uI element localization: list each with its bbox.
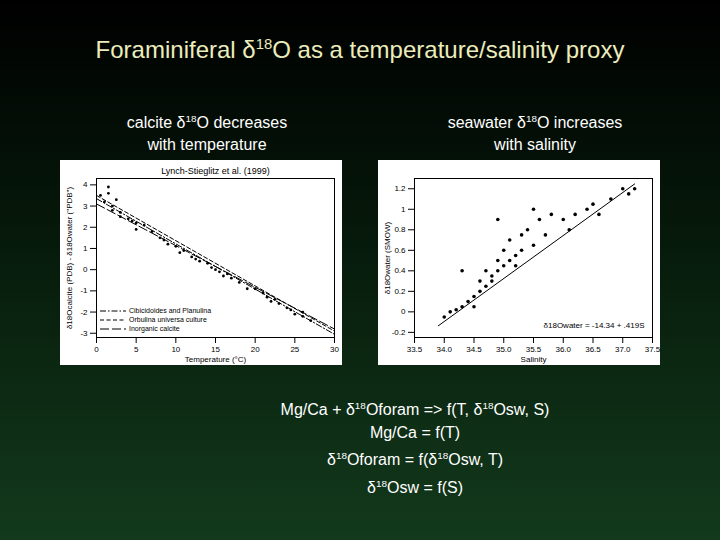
svg-text:2: 2 <box>83 223 88 232</box>
svg-text:35.0: 35.0 <box>496 345 512 354</box>
html-text:δ18Osw = f(S): δ18Osw = f(S) <box>367 477 463 496</box>
svg-text:0.8: 0.8 <box>394 225 406 234</box>
svg-text:0.4: 0.4 <box>394 266 406 275</box>
html-text:Foraminiferal δ18O as a temper: Foraminiferal δ18O as a temperature/sali… <box>95 36 625 63</box>
svg-text:0.2: 0.2 <box>394 287 406 296</box>
html-text:with temperature: with temperature <box>147 136 267 154</box>
svg-text:Temperature (°C): Temperature (°C) <box>185 355 247 364</box>
html-text:Orbulina universa culture: Orbulina universa culture <box>129 316 207 323</box>
svg-text:5: 5 <box>134 345 139 354</box>
svg-text:δ18Ocalcite (PDB) - δ18Owater: δ18Ocalcite (PDB) - δ18Owater ("PDB") <box>65 187 74 330</box>
html-text:Mg/Ca + δ18Oforam => f(T, δ18O: Mg/Ca + δ18Oforam => f(T, δ18Osw, S) <box>280 400 550 419</box>
svg-text:1: 1 <box>83 244 88 253</box>
html-text:Inorganic calcite: Inorganic calcite <box>129 325 180 332</box>
svg-text:10: 10 <box>171 345 180 354</box>
svg-text:-0.2: -0.2 <box>392 328 406 337</box>
svg-text:36.5: 36.5 <box>585 345 601 354</box>
svg-text:Salinity: Salinity <box>521 355 547 364</box>
html-text:calcite δ18O decreases: calcite δ18O decreases <box>126 113 288 132</box>
svg-text:25: 25 <box>290 345 299 354</box>
svg-text:30: 30 <box>330 345 339 354</box>
svg-text:-3: -3 <box>80 329 88 338</box>
svg-text:15: 15 <box>211 345 220 354</box>
svg-text:20: 20 <box>251 345 260 354</box>
svg-text:1.2: 1.2 <box>394 184 406 193</box>
svg-text:0: 0 <box>401 307 406 316</box>
html-text:with salinity: with salinity <box>494 136 576 154</box>
svg-text:34.5: 34.5 <box>466 345 482 354</box>
svg-text:34.0: 34.0 <box>436 345 452 354</box>
svg-text:0: 0 <box>94 345 99 354</box>
html-text:seawater δ18O increases: seawater δ18O increases <box>447 113 623 132</box>
svg-text:33.5: 33.5 <box>407 345 423 354</box>
html-text:Mg/Ca = f(T): Mg/Ca = f(T) <box>369 424 461 442</box>
svg-text:4: 4 <box>83 180 88 189</box>
svg-text:3: 3 <box>83 202 88 211</box>
svg-text:36.0: 36.0 <box>555 345 571 354</box>
svg-text:0.6: 0.6 <box>394 246 406 255</box>
svg-text:1: 1 <box>401 205 406 214</box>
svg-text:-1: -1 <box>80 286 88 295</box>
svg-text:δ18Owater (SMOW): δ18Owater (SMOW) <box>383 221 392 294</box>
svg-text:37.0: 37.0 <box>615 345 631 354</box>
svg-text:δ18Owater = -14.34 + .419S: δ18Owater = -14.34 + .419S <box>544 321 645 330</box>
svg-text:37.5: 37.5 <box>645 345 660 354</box>
svg-text:Lynch-Stieglitz et al. (1999): Lynch-Stieglitz et al. (1999) <box>161 166 270 176</box>
svg-text:35.5: 35.5 <box>526 345 542 354</box>
html-text:δ18Oforam = f(δ18Osw, T): δ18Oforam = f(δ18Osw, T) <box>327 450 503 469</box>
html-text:Cibicidoides and Planulina: Cibicidoides and Planulina <box>129 307 212 314</box>
svg-text:-2: -2 <box>80 308 88 317</box>
svg-text:0: 0 <box>83 265 88 274</box>
